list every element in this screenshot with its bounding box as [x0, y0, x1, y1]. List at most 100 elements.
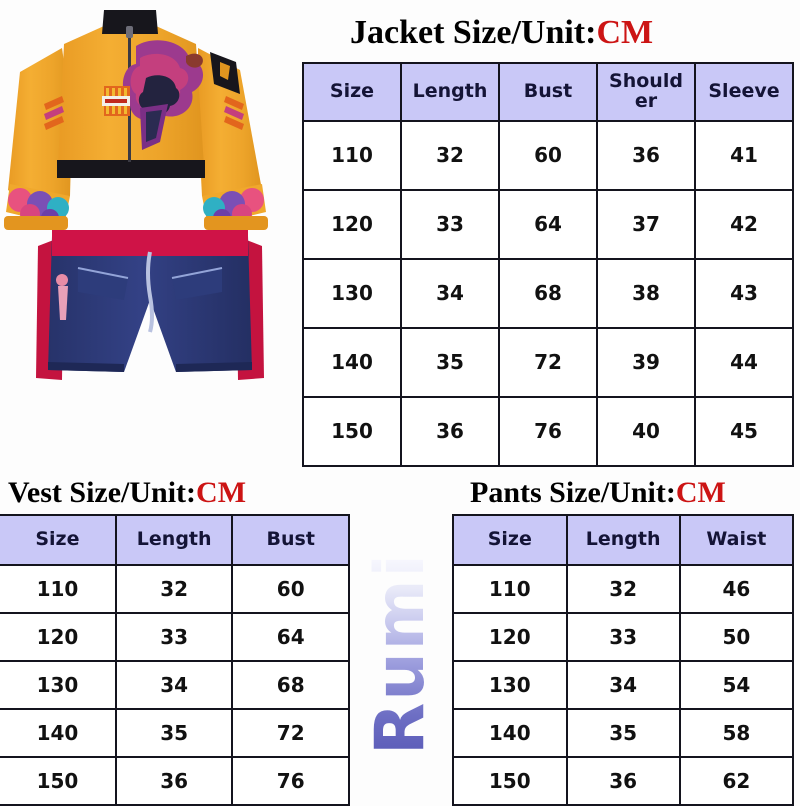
cell-shoulder: 40 [596, 396, 696, 467]
cell-length: 35 [400, 327, 500, 398]
cell-bust: 72 [231, 708, 350, 758]
pants-size-table: Size Length Waist 110 32 46 120 33 50 13… [452, 514, 795, 806]
column-header-waist: Waist [678, 514, 795, 566]
vest-title-unit: CM [196, 476, 247, 509]
cell-size: 130 [0, 660, 117, 710]
table-row: 150 36 76 [0, 756, 350, 806]
cell-length: 32 [114, 564, 234, 614]
column-header-length: Length [400, 62, 500, 122]
column-header-shoulder: Should er [596, 62, 696, 122]
cell-bust: 68 [231, 660, 350, 710]
cell-length: 32 [565, 564, 681, 614]
cell-size: 120 [0, 612, 117, 662]
pants-table-title: Pants Size/Unit:CM [470, 476, 726, 510]
cell-length: 33 [565, 612, 681, 662]
table-header-row: Size Length Bust Should er Sleeve [302, 62, 794, 122]
column-header-size: Size [452, 514, 568, 566]
jacket-table-title: Jacket Size/Unit:CM [350, 14, 653, 52]
product-photo [0, 0, 300, 420]
column-header-bust: Bust [231, 514, 350, 566]
cell-shoulder: 38 [596, 258, 696, 329]
cell-sleeve: 42 [694, 189, 794, 260]
cell-size: 120 [302, 189, 402, 260]
vest-size-table: Size Length Bust 110 32 60 120 33 64 130… [0, 514, 350, 806]
cell-length: 34 [400, 258, 500, 329]
pants-title-unit: CM [675, 476, 726, 509]
cell-size: 110 [302, 120, 402, 191]
cell-size: 130 [452, 660, 568, 710]
cell-shoulder: 36 [596, 120, 696, 191]
cell-size: 140 [302, 327, 402, 398]
table-row: 110 32 60 36 41 [302, 120, 794, 191]
column-header-sleeve: Sleeve [694, 62, 794, 122]
cell-bust: 60 [231, 564, 350, 614]
vest-table-title: Vest Size/Unit:CM [8, 476, 246, 510]
table-row: 120 33 64 [0, 612, 350, 662]
cell-length: 33 [114, 612, 234, 662]
cell-sleeve: 44 [694, 327, 794, 398]
table-row: 140 35 72 39 44 [302, 327, 794, 398]
table-row: 110 32 60 [0, 564, 350, 614]
cell-size: 110 [452, 564, 568, 614]
cell-waist: 54 [678, 660, 795, 710]
cell-length: 32 [400, 120, 500, 191]
table-row: 130 34 68 38 43 [302, 258, 794, 329]
cell-waist: 58 [678, 708, 795, 758]
cell-size: 150 [452, 756, 568, 806]
cell-size: 150 [0, 756, 117, 806]
table-header-row: Size Length Waist [452, 514, 795, 566]
column-header-length: Length [114, 514, 234, 566]
cell-bust: 72 [498, 327, 598, 398]
table-header-row: Size Length Bust [0, 514, 350, 566]
jacket-illustration [4, 10, 268, 230]
cell-size: 140 [0, 708, 117, 758]
jacket-title-unit: CM [596, 14, 654, 51]
cell-sleeve: 45 [694, 396, 794, 467]
jacket-size-table: Size Length Bust Should er Sleeve 110 32… [302, 62, 794, 467]
table-row: 140 35 58 [452, 708, 795, 758]
cell-bust: 60 [498, 120, 598, 191]
cell-length: 36 [400, 396, 500, 467]
cell-bust: 76 [231, 756, 350, 806]
table-row: 150 36 76 40 45 [302, 396, 794, 467]
cell-sleeve: 43 [694, 258, 794, 329]
cell-size: 140 [452, 708, 568, 758]
cell-shoulder: 39 [596, 327, 696, 398]
cell-length: 34 [565, 660, 681, 710]
cell-waist: 62 [678, 756, 795, 806]
cell-length: 35 [114, 708, 234, 758]
cell-bust: 64 [498, 189, 598, 260]
cell-length: 36 [114, 756, 234, 806]
cell-size: 150 [302, 396, 402, 467]
table-row: 130 34 54 [452, 660, 795, 710]
cell-sleeve: 41 [694, 120, 794, 191]
cell-length: 34 [114, 660, 234, 710]
cell-waist: 50 [678, 612, 795, 662]
table-row: 120 33 64 37 42 [302, 189, 794, 260]
cell-bust: 68 [498, 258, 598, 329]
pants-title-text: Pants Size/Unit: [470, 476, 676, 509]
watermark-text: Rumi [360, 552, 440, 755]
cell-size: 130 [302, 258, 402, 329]
table-row: 150 36 62 [452, 756, 795, 806]
cell-size: 110 [0, 564, 117, 614]
cell-length: 35 [565, 708, 681, 758]
cell-bust: 64 [231, 612, 350, 662]
table-row: 130 34 68 [0, 660, 350, 710]
column-header-length: Length [565, 514, 681, 566]
cell-size: 120 [452, 612, 568, 662]
cell-bust: 76 [498, 396, 598, 467]
jacket-title-text: Jacket Size/Unit: [350, 14, 597, 51]
table-row: 140 35 72 [0, 708, 350, 758]
cell-length: 33 [400, 189, 500, 260]
vest-title-text: Vest Size/Unit: [8, 476, 197, 509]
cell-length: 36 [565, 756, 681, 806]
rumi-watermark: Rumi [352, 506, 448, 792]
column-header-bust: Bust [498, 62, 598, 122]
shorts-illustration [36, 230, 264, 380]
cell-shoulder: 37 [596, 189, 696, 260]
table-row: 120 33 50 [452, 612, 795, 662]
column-header-size: Size [302, 62, 402, 122]
table-row: 110 32 46 [452, 564, 795, 614]
